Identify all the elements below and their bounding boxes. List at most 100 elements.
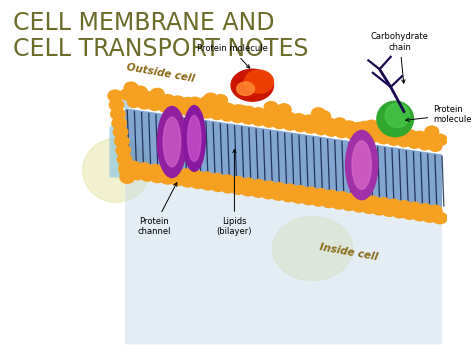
Ellipse shape bbox=[82, 138, 150, 202]
Circle shape bbox=[215, 100, 228, 111]
Circle shape bbox=[210, 173, 224, 184]
Circle shape bbox=[262, 180, 276, 192]
Circle shape bbox=[119, 88, 135, 101]
Circle shape bbox=[356, 194, 370, 206]
Circle shape bbox=[179, 104, 193, 116]
Circle shape bbox=[204, 93, 218, 104]
Text: Protein
channel: Protein channel bbox=[137, 183, 177, 236]
Circle shape bbox=[387, 135, 401, 146]
Circle shape bbox=[149, 170, 165, 183]
Circle shape bbox=[341, 120, 357, 133]
Ellipse shape bbox=[183, 106, 205, 171]
Circle shape bbox=[231, 176, 245, 187]
Circle shape bbox=[158, 101, 173, 113]
Circle shape bbox=[147, 164, 162, 175]
Circle shape bbox=[235, 105, 248, 116]
Circle shape bbox=[301, 114, 317, 127]
Text: CELL MEMBRANE AND
CELL TRANSPORT NOTES: CELL MEMBRANE AND CELL TRANSPORT NOTES bbox=[13, 11, 309, 61]
Circle shape bbox=[303, 122, 318, 134]
Circle shape bbox=[112, 117, 127, 129]
Circle shape bbox=[118, 154, 132, 165]
Circle shape bbox=[220, 103, 236, 115]
Circle shape bbox=[127, 161, 141, 172]
Circle shape bbox=[160, 172, 176, 185]
Circle shape bbox=[272, 118, 287, 129]
Circle shape bbox=[291, 113, 307, 126]
Circle shape bbox=[260, 109, 276, 121]
Circle shape bbox=[214, 95, 228, 105]
Circle shape bbox=[264, 102, 278, 113]
Circle shape bbox=[115, 136, 129, 147]
Circle shape bbox=[129, 168, 146, 180]
Circle shape bbox=[271, 188, 287, 201]
Circle shape bbox=[281, 190, 297, 202]
Text: Lipids
(bilayer): Lipids (bilayer) bbox=[217, 149, 252, 236]
Circle shape bbox=[180, 175, 196, 188]
Text: Inside cell: Inside cell bbox=[319, 242, 378, 262]
Circle shape bbox=[376, 197, 391, 208]
Circle shape bbox=[387, 198, 401, 210]
Circle shape bbox=[180, 97, 196, 110]
Circle shape bbox=[341, 198, 357, 211]
Circle shape bbox=[120, 172, 135, 183]
Ellipse shape bbox=[273, 217, 353, 280]
Polygon shape bbox=[125, 108, 442, 208]
Circle shape bbox=[251, 115, 266, 126]
Circle shape bbox=[293, 185, 308, 196]
Circle shape bbox=[311, 116, 327, 129]
Circle shape bbox=[428, 141, 443, 152]
Circle shape bbox=[335, 127, 349, 138]
Circle shape bbox=[314, 113, 328, 123]
Circle shape bbox=[411, 131, 428, 143]
Circle shape bbox=[376, 133, 391, 144]
Circle shape bbox=[351, 122, 367, 135]
Circle shape bbox=[273, 109, 287, 120]
Circle shape bbox=[124, 82, 138, 93]
Circle shape bbox=[345, 192, 359, 204]
Circle shape bbox=[311, 194, 327, 207]
Circle shape bbox=[361, 123, 377, 136]
Circle shape bbox=[317, 111, 330, 122]
Circle shape bbox=[150, 88, 164, 99]
Circle shape bbox=[158, 165, 173, 177]
Circle shape bbox=[358, 121, 372, 132]
Circle shape bbox=[333, 118, 346, 129]
Circle shape bbox=[432, 212, 448, 224]
Ellipse shape bbox=[377, 101, 413, 137]
Circle shape bbox=[311, 108, 325, 119]
Circle shape bbox=[240, 184, 256, 197]
Circle shape bbox=[170, 174, 186, 186]
Circle shape bbox=[324, 125, 338, 137]
Circle shape bbox=[321, 118, 337, 130]
Circle shape bbox=[293, 121, 308, 132]
Circle shape bbox=[170, 95, 186, 108]
Circle shape bbox=[401, 129, 418, 142]
Text: Outside cell: Outside cell bbox=[126, 62, 196, 84]
Circle shape bbox=[303, 186, 318, 198]
Circle shape bbox=[168, 103, 183, 114]
Circle shape bbox=[241, 178, 255, 189]
Circle shape bbox=[314, 124, 328, 135]
Circle shape bbox=[137, 98, 152, 110]
Circle shape bbox=[137, 162, 152, 174]
Circle shape bbox=[422, 132, 438, 145]
Ellipse shape bbox=[188, 115, 201, 162]
Circle shape bbox=[428, 204, 443, 216]
Circle shape bbox=[262, 116, 276, 128]
Circle shape bbox=[250, 185, 266, 198]
Circle shape bbox=[190, 176, 206, 189]
Circle shape bbox=[250, 107, 266, 120]
Circle shape bbox=[189, 170, 203, 181]
Circle shape bbox=[147, 100, 162, 111]
Circle shape bbox=[210, 109, 224, 120]
Circle shape bbox=[149, 92, 165, 105]
Circle shape bbox=[397, 136, 411, 147]
Circle shape bbox=[324, 190, 338, 201]
Circle shape bbox=[189, 106, 203, 117]
Circle shape bbox=[366, 196, 380, 207]
Circle shape bbox=[397, 200, 411, 212]
Circle shape bbox=[425, 126, 438, 137]
Circle shape bbox=[407, 137, 422, 149]
Circle shape bbox=[283, 184, 297, 195]
Circle shape bbox=[407, 202, 422, 213]
